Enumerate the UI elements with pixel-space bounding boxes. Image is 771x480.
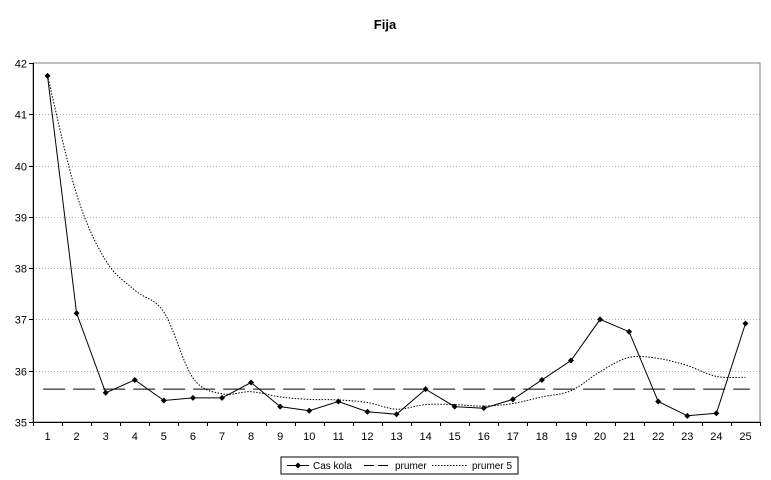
grid-lines [33,114,760,372]
data-point-cas-kola [626,328,633,335]
x-tick-label: 20 [594,431,606,443]
data-point-cas-kola [422,386,429,393]
legend-label-cas-kola: Cas kola [313,461,352,472]
x-tick-label: 4 [132,431,138,443]
y-tick-label: 42 [15,59,27,71]
x-tick-label: 7 [219,431,225,443]
data-point-cas-kola [538,376,545,383]
x-tick-label: 15 [449,431,461,443]
data-point-cas-kola [393,411,400,418]
x-tick-label: 8 [248,431,254,443]
data-point-cas-kola [277,403,284,410]
x-tick-label: 11 [333,431,344,443]
data-point-cas-kola [364,408,371,415]
axes [29,62,761,426]
y-tick-label: 40 [15,162,27,174]
x-tick-label: 14 [419,431,431,443]
data-point-cas-kola [713,410,720,417]
y-tick-label: 41 [15,110,27,122]
data-point-cas-kola [73,310,80,317]
data-point-cas-kola [742,320,749,327]
series-line-cas-kola [47,75,746,417]
legend-item-prumer-5: prumer 5 [432,461,512,472]
x-tick-label: 17 [507,431,519,443]
y-tick-label: 39 [15,213,27,225]
x-tick-label: 9 [277,431,283,443]
data-point-cas-kola [219,394,226,401]
data-point-cas-kola [335,398,342,405]
x-tick-label: 5 [161,431,167,443]
y-tick-labels: 35 36 37 38 39 40 41 42 [15,59,27,430]
legend-marker-cas-kola [295,462,301,469]
legend-item-prumer: prumer [364,461,427,472]
y-tick-label: 37 [15,315,27,327]
x-tick-label: 1 [44,431,50,443]
data-point-cas-kola [306,407,313,414]
legend-label-prumer: prumer [395,461,427,472]
legend-box [280,456,519,475]
data-point-cas-kola [189,394,196,401]
x-tick-label: 19 [565,431,577,443]
x-tick-label: 18 [536,431,548,443]
legend-label-prumer-5: prumer 5 [472,461,512,472]
data-point-cas-kola [131,376,138,383]
x-tick-label: 25 [739,431,751,443]
series-lines [43,72,750,419]
legend-item-cas-kola: Cas kola [287,461,352,472]
data-point-cas-kola [597,316,604,323]
x-tick-label: 6 [190,431,196,443]
data-point-cas-kola [655,398,662,405]
x-tick-label: 10 [303,431,315,443]
data-point-cas-kola [509,396,516,403]
data-point-cas-kola [102,389,109,396]
x-tick-label: 2 [74,431,80,443]
x-tick-label: 22 [652,431,664,443]
y-tick-label: 36 [15,367,27,379]
x-tick-label: 21 [623,431,635,443]
x-tick-label: 13 [390,431,402,443]
data-point-cas-kola [480,405,487,412]
x-tick-label: 16 [478,431,490,443]
x-tick-labels: 1 2 3 4 5 6 7 8 9 10 11 12 13 14 15 16 17 18 19 20 21 22 23 24 2… [44,431,751,443]
legend: Cas kola prumer prumer 5 [280,456,519,475]
x-tick-label: 24 [710,431,722,443]
y-tick-label: 35 [15,418,27,430]
x-tick-label: 23 [681,431,693,443]
x-tick-label: 3 [103,431,109,443]
y-tick-label: 38 [15,264,27,276]
series-line-prumer-5 [47,75,746,410]
plot-area-border [32,62,761,423]
data-point-cas-kola [684,412,691,419]
x-tick-label: 12 [361,431,373,443]
data-point-cas-kola [248,379,255,386]
data-point-cas-kola [160,397,167,404]
chart-title: Fija [374,17,397,32]
data-point-cas-kola [567,357,574,364]
